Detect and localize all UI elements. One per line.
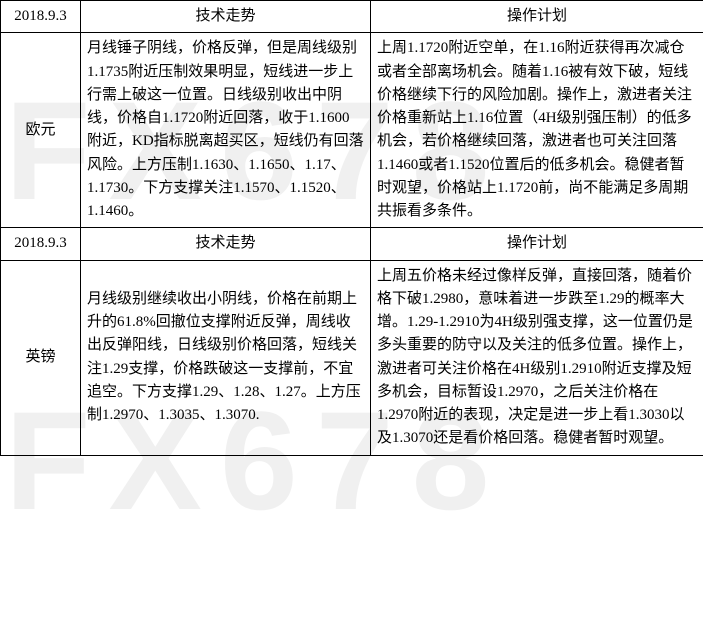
row-label: 英镑 [1, 260, 81, 455]
cell-tech: 月线锤子阴线，价格反弹，但是周线级别1.1735附近压制效果明显，短线进一步上行… [81, 33, 371, 228]
cell-tech: 月线级别继续收出小阴线，价格在前期上升的61.8%回撤位支撑附近反弹，周线收出反… [81, 260, 371, 455]
header-date: 2018.9.3 [1, 1, 81, 33]
cell-plan: 上周五价格未经过像样反弹，直接回落，随着价格下破1.2980，意味着进一步跌至1… [371, 260, 703, 455]
table-header-row: 2018.9.3 技术走势 操作计划 [1, 1, 703, 33]
table-row: 欧元 月线锤子阴线，价格反弹，但是周线级别1.1735附近压制效果明显，短线进一… [1, 33, 703, 228]
table-header-row: 2018.9.3 技术走势 操作计划 [1, 228, 703, 260]
analysis-table: 2018.9.3 技术走势 操作计划 欧元 月线锤子阴线，价格反弹，但是周线级别… [0, 0, 703, 456]
header-plan: 操作计划 [371, 228, 703, 260]
header-date: 2018.9.3 [1, 228, 81, 260]
header-tech: 技术走势 [81, 1, 371, 33]
cell-plan: 上周1.1720附近空单，在1.16附近获得再次减仓或者全部离场机会。随着1.1… [371, 33, 703, 228]
row-label: 欧元 [1, 33, 81, 228]
header-tech: 技术走势 [81, 228, 371, 260]
table-row: 英镑 月线级别继续收出小阴线，价格在前期上升的61.8%回撤位支撑附近反弹，周线… [1, 260, 703, 455]
header-plan: 操作计划 [371, 1, 703, 33]
